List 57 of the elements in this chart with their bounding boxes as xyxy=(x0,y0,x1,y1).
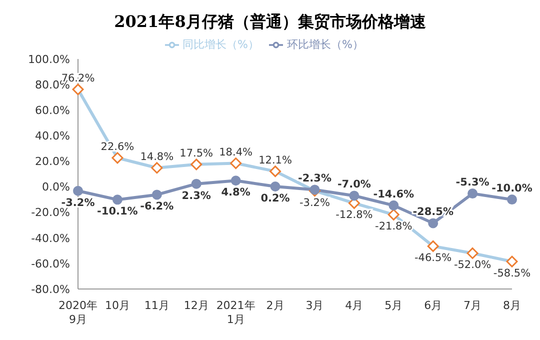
y-tick-label: -80.0% xyxy=(31,282,70,296)
data-label: 0.2% xyxy=(260,192,290,205)
x-tick-label: 3月 xyxy=(306,299,324,312)
x-tick-label: 8月 xyxy=(503,299,521,312)
x-tick-label: 4月 xyxy=(345,299,364,312)
data-label: -3.2% xyxy=(299,196,330,209)
y-tick-label: 100.0% xyxy=(28,52,70,66)
y-tick-label: 20.0% xyxy=(35,155,70,168)
data-label: 22.6% xyxy=(100,140,134,153)
point xyxy=(468,188,478,199)
x-tick-label: 6月 xyxy=(424,299,442,312)
legend-label: 同比增长（%） xyxy=(182,38,259,51)
data-label: 18.4% xyxy=(219,146,253,158)
y-tick-label: 0.0% xyxy=(42,180,70,194)
data-label: 14.8% xyxy=(140,150,174,163)
x-tick-label: 5月 xyxy=(384,299,403,312)
data-label: -2.3% xyxy=(298,172,332,185)
y-tick-label: -60.0% xyxy=(31,257,70,270)
data-label: -5.3% xyxy=(456,176,490,189)
data-label: 4.8% xyxy=(221,186,251,199)
x-tick-label: 2021年 1月 xyxy=(216,299,256,326)
data-label: -10.1% xyxy=(97,206,138,218)
data-label: 12.1% xyxy=(258,154,292,166)
point xyxy=(191,178,202,189)
data-label: 2.3% xyxy=(182,190,212,202)
y-tick-label: -40.0% xyxy=(31,232,70,245)
point xyxy=(428,218,438,228)
data-label: -58.5% xyxy=(493,268,531,280)
point xyxy=(349,190,360,201)
data-label: 17.5% xyxy=(180,147,214,160)
point xyxy=(73,186,83,196)
point xyxy=(388,200,399,210)
legend-label: 环比增长（%） xyxy=(287,38,364,51)
y-tick-label: -20.0% xyxy=(31,206,70,220)
point xyxy=(270,182,280,192)
data-label: -3.2% xyxy=(61,196,96,209)
data-label: -46.5% xyxy=(414,252,452,264)
x-tick-label: 2月 xyxy=(266,299,284,312)
point xyxy=(230,176,241,186)
x-tick-label: 12月 xyxy=(184,299,209,312)
point xyxy=(152,190,162,200)
x-tick-label: 2020年 9月 xyxy=(58,299,98,326)
data-label: -10.0% xyxy=(492,182,533,195)
point xyxy=(507,194,517,205)
data-label: -21.8% xyxy=(375,220,412,233)
point xyxy=(112,194,122,205)
y-tick-label: 60.0% xyxy=(35,104,70,118)
data-label: -52.0% xyxy=(454,259,492,272)
y-tick-label: 40.0% xyxy=(35,130,70,143)
data-label: -7.0% xyxy=(337,178,372,191)
data-label: -12.8% xyxy=(336,209,373,222)
data-label: -6.2% xyxy=(140,200,174,213)
x-tick-label: 7月 xyxy=(464,299,482,312)
data-label: -14.6% xyxy=(373,188,414,200)
chart-title: 2021年8月仔猪（普通）集贸市场价格增速 xyxy=(113,11,427,33)
x-tick-label: 11月 xyxy=(144,299,170,312)
x-tick-label: 10月 xyxy=(104,299,130,312)
